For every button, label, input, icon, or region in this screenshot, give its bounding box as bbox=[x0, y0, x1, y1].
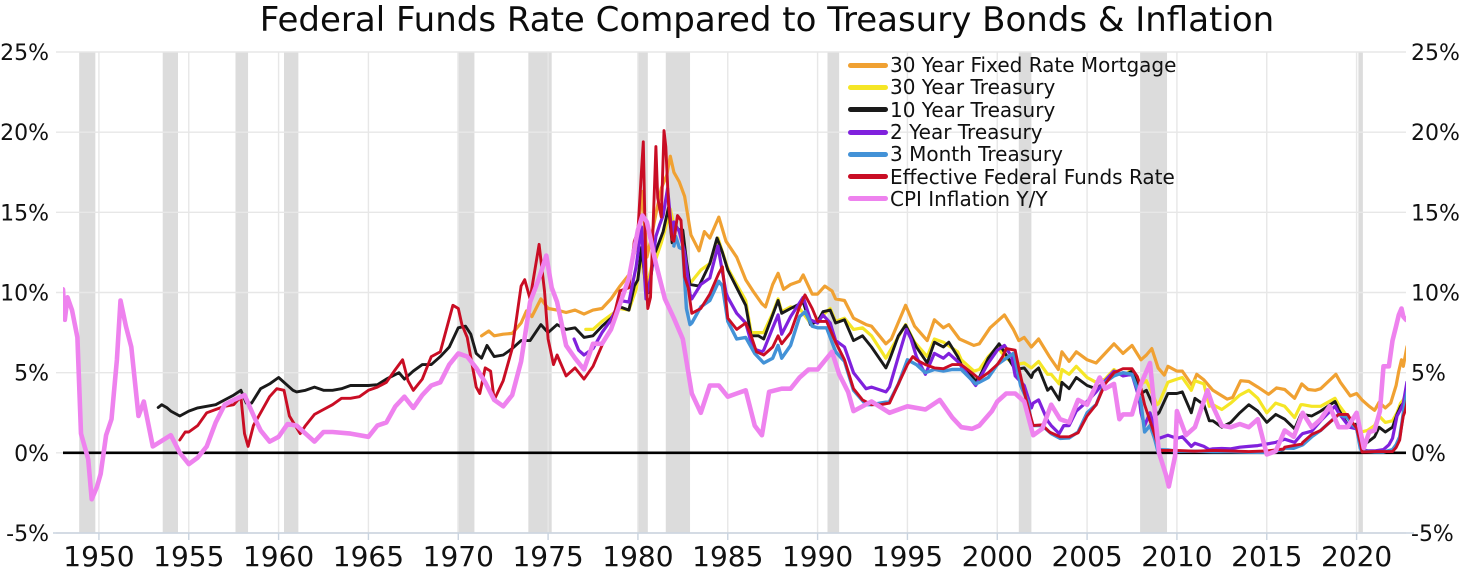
y-axis-label-left: 0% bbox=[14, 442, 49, 467]
legend-item-10-year-treasury: 10 Year Treasury bbox=[848, 97, 1176, 122]
x-axis-label: 2010 bbox=[1141, 540, 1212, 573]
legend-label-2-year-treasury: 2 Year Treasury bbox=[890, 120, 1043, 145]
y-axis-label-right: 20% bbox=[1411, 121, 1460, 146]
legend-label-10-year-treasury: 10 Year Treasury bbox=[890, 97, 1056, 122]
legend-swatch-2-year-treasury bbox=[848, 129, 888, 135]
series-line-10-year-treasury bbox=[156, 206, 1406, 444]
y-axis-label-right: -5% bbox=[1411, 522, 1454, 547]
x-axis-label: 2000 bbox=[962, 540, 1033, 573]
x-axis-label: 1950 bbox=[63, 540, 134, 573]
y-axis-label-left: 25% bbox=[0, 41, 49, 66]
chart-title: Federal Funds Rate Compared to Treasury … bbox=[259, 0, 1275, 40]
x-axis-label: 2005 bbox=[1051, 540, 1122, 573]
y-axis-label-left: 10% bbox=[0, 282, 49, 307]
legend-label-30-year-treasury: 30 Year Treasury bbox=[890, 75, 1056, 100]
y-axis-label-right: 0% bbox=[1411, 442, 1446, 467]
x-axis-label: 1985 bbox=[692, 540, 763, 573]
x-axis-label: 1960 bbox=[243, 540, 314, 573]
legend-item-effective-federal-funds-rate: Effective Federal Funds Rate bbox=[848, 164, 1176, 189]
legend-item-3-month-treasury: 3 Month Treasury bbox=[848, 142, 1176, 167]
series-line-effective-federal-funds-rate bbox=[178, 129, 1406, 454]
legend-item-cpi-inflation-y-y: CPI Inflation Y/Y bbox=[848, 186, 1176, 211]
x-axis-label: 1990 bbox=[782, 540, 853, 573]
y-axis-label-right: 15% bbox=[1411, 201, 1460, 226]
series-line-cpi-inflation-y-y bbox=[63, 213, 1406, 502]
series-group bbox=[63, 129, 1406, 502]
legend-item-30-year-fixed-rate-mortgage: 30 Year Fixed Rate Mortgage bbox=[848, 53, 1177, 78]
y-axis-label-left: 15% bbox=[0, 201, 49, 226]
series-line-30-year-treasury bbox=[584, 207, 1406, 434]
legend-swatch-30-year-treasury bbox=[848, 84, 888, 90]
legend-label-3-month-treasury: 3 Month Treasury bbox=[890, 142, 1063, 167]
y-axis-label-left: 5% bbox=[14, 362, 49, 387]
y-axis-label-right: 10% bbox=[1411, 282, 1460, 307]
y-axis-label-right: 5% bbox=[1411, 362, 1446, 387]
x-axis-label: 2015 bbox=[1231, 540, 1302, 573]
legend-label-30-year-fixed-rate-mortgage: 30 Year Fixed Rate Mortgage bbox=[890, 53, 1177, 78]
legend-label-cpi-inflation-y-y: CPI Inflation Y/Y bbox=[890, 186, 1048, 211]
legend-item-2-year-treasury: 2 Year Treasury bbox=[848, 120, 1176, 145]
x-axis-label: 1975 bbox=[512, 540, 583, 573]
legend-swatch-effective-federal-funds-rate bbox=[848, 174, 888, 180]
y-axis-label-right: 25% bbox=[1411, 41, 1460, 66]
x-axis-label: 1980 bbox=[602, 540, 673, 573]
x-axis-label: 1970 bbox=[423, 540, 494, 573]
x-axis-label: 1995 bbox=[872, 540, 943, 573]
legend-swatch-3-month-treasury bbox=[848, 151, 888, 157]
legend-label-effective-federal-funds-rate: Effective Federal Funds Rate bbox=[890, 164, 1175, 189]
legend-swatch-cpi-inflation-y-y bbox=[848, 196, 888, 202]
legend-swatch-10-year-treasury bbox=[848, 107, 888, 113]
x-axis-label: 2020 bbox=[1321, 540, 1392, 573]
legend-swatch-30-year-fixed-rate-mortgage bbox=[848, 62, 888, 68]
x-axis-label: 1955 bbox=[153, 540, 224, 573]
chart-legend: 30 Year Fixed Rate Mortgage 30 Year Treas… bbox=[848, 53, 1177, 211]
x-axis-label: 1965 bbox=[333, 540, 404, 573]
y-axis-label-left: -5% bbox=[6, 522, 49, 547]
y-axis-label-left: 20% bbox=[0, 121, 49, 146]
legend-item-30-year-treasury: 30 Year Treasury bbox=[848, 75, 1176, 100]
